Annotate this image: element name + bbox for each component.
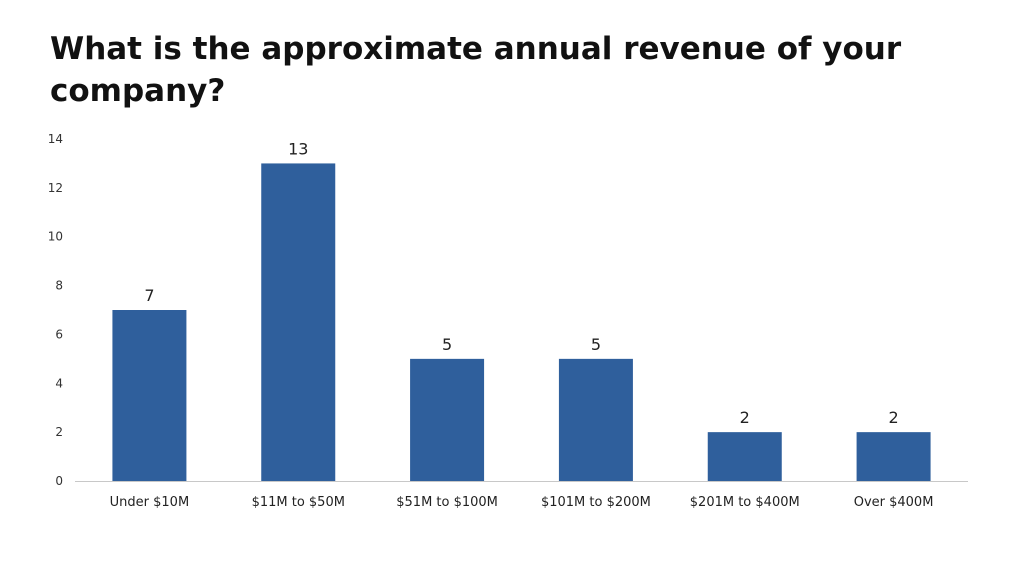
y-tick-label: 12: [48, 181, 63, 195]
data-labels-group: 7 13 5 5 2 2: [144, 139, 898, 427]
bar: [410, 358, 485, 481]
data-label: 7: [144, 286, 154, 305]
bars-group: [112, 163, 931, 481]
y-tick-label: 0: [55, 474, 63, 488]
y-tick-label: 8: [55, 279, 63, 293]
y-axis-ticks: 0 2 4 6 8 10 12 14: [48, 132, 63, 488]
data-label: 5: [442, 335, 452, 354]
y-tick-label: 10: [48, 230, 63, 244]
bar: [112, 310, 187, 481]
y-tick-label: 6: [55, 327, 63, 341]
bar: [707, 432, 782, 481]
y-tick-label: 2: [55, 425, 63, 439]
x-tick-label: $11M to $50M: [252, 495, 345, 510]
x-tick-label: $51M to $100M: [396, 495, 498, 510]
x-tick-label: Over $400M: [854, 495, 934, 510]
y-tick-label: 4: [55, 376, 63, 390]
data-label: 2: [888, 408, 898, 427]
bar: [856, 432, 931, 481]
bar: [558, 358, 633, 481]
x-tick-label: $201M to $400M: [690, 495, 800, 510]
data-label: 2: [740, 408, 750, 427]
chart-title: What is the approximate annual revenue o…: [50, 31, 902, 109]
data-label: 13: [288, 139, 308, 158]
x-tick-label: $101M to $200M: [541, 495, 651, 510]
y-tick-label: 14: [48, 132, 63, 146]
data-label: 5: [591, 335, 601, 354]
x-axis-ticks: Under $10M $11M to $50M $51M to $100M $101M…: [110, 495, 934, 510]
bar: [261, 163, 336, 481]
x-tick-label: Under $10M: [110, 495, 190, 510]
